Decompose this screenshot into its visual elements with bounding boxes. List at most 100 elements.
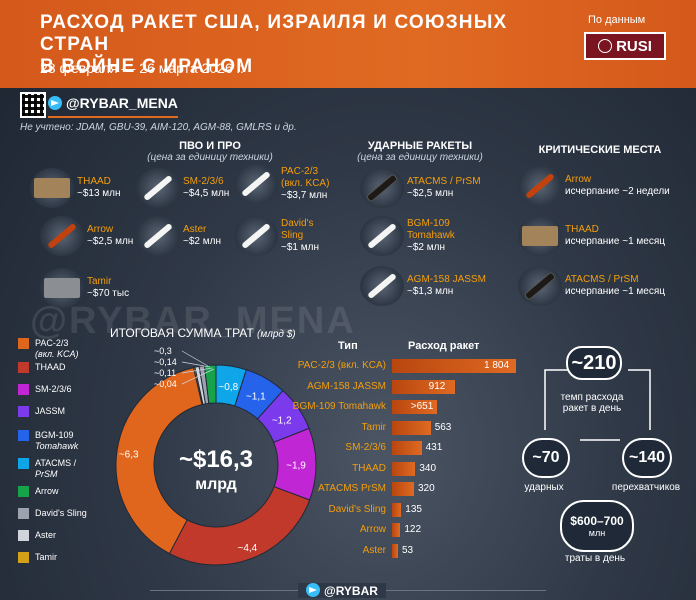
item-price: ~$3,7 млн [281, 190, 328, 201]
legend-name: Aster [35, 530, 57, 540]
legend-swatch [18, 530, 29, 541]
bar-category-label: SM-2/3/6 [345, 442, 386, 453]
bar-value-label: 135 [405, 503, 422, 515]
bar [392, 420, 431, 435]
item-price: ~$2,5 млн [407, 188, 454, 199]
legend-label: JASSM [35, 406, 65, 417]
item-price: ~$70 тыс [87, 288, 130, 299]
legend-swatch [18, 430, 29, 441]
missile-icon [360, 266, 404, 306]
donut-total-unit: млрд [195, 476, 237, 493]
donut-callout-line [181, 368, 215, 385]
exclusion-note: Не учтено: JDAM, GBU-39, AIM-120, AGM-88… [20, 122, 297, 133]
bar-col-type: Тип [338, 340, 358, 352]
legend-swatch [18, 508, 29, 519]
pvo-item-davids-sling: David's Sling ~$1 млн [234, 216, 333, 256]
pvo-item-pac: PAC-2/3 (вкл. KCA) ~$3,7 млн [234, 164, 329, 204]
legend-name: BGM-109 [35, 430, 74, 440]
item-price: ~$1 млн [281, 242, 319, 253]
donut-slice [115, 366, 203, 555]
pvo-item-aster: Aster ~$2 млн [136, 216, 221, 256]
missile-icon [360, 216, 404, 256]
donut-callout-line [181, 350, 209, 367]
bar-category-label: ATACMS PrSM [318, 483, 386, 494]
donut-slice-label: ~4,4 [237, 543, 257, 554]
legend-label: BGM-109 Tomahawk [35, 430, 78, 452]
bar-category-label: BGM-109 Tomahawk [292, 401, 386, 412]
item-price: ~$4,5 млн [183, 188, 230, 199]
pvo-item-tamir: Tamir ~$70 тыс [40, 268, 129, 308]
watermark: @RYBAR_MENA [30, 300, 356, 342]
legend-swatch [18, 384, 29, 395]
brand-handle-text: @RYBAR_MENA [66, 95, 178, 111]
strike-item-tomahawk: BGM-109 Tomahawk ~$2 млн [360, 216, 469, 256]
rate-value-badge: ~210 [566, 346, 622, 380]
spend-per-day-badge: $600–700 млн [560, 500, 634, 552]
legend-item: SM-2/3/6 [18, 384, 72, 395]
missile-icon [234, 216, 278, 256]
page-title: Расход ракет США, Израиля и союзных стра… [40, 12, 560, 78]
donut-callout-label: ~0,04 [154, 379, 177, 389]
bar [392, 461, 416, 476]
critical-item-atacms: ATACMS / PrSM исчерпание ~1 месяц [518, 266, 665, 306]
bar [392, 482, 414, 496]
bar-value-label: 912 [428, 380, 446, 392]
strike-per-day-label: ударных [524, 482, 564, 493]
bar-col-value: Расход ракет [408, 340, 480, 352]
item-name: BGM-109 Tomahawk [407, 218, 455, 241]
donut-title: ИТОГОВАЯ СУММА ТРАТ (млрд $) [110, 326, 296, 340]
bar-value-label: 53 [402, 544, 414, 556]
bar-value-label: 122 [404, 524, 422, 535]
item-name: ATACMS / PrSM [565, 274, 639, 285]
date-range: 28 февраля — 26 марта 2026 г. [40, 60, 244, 76]
tamir-launcher-icon [40, 268, 84, 308]
legend-sub: Tomahawk [35, 441, 79, 451]
interceptor-per-day-badge: ~140 [622, 438, 672, 478]
legend-swatch [18, 406, 29, 417]
item-name: PAC-2/3 [281, 166, 319, 177]
item-status: исчерпание ~1 месяц [565, 236, 665, 247]
bar-category-label: Aster [362, 544, 386, 556]
strike-subtitle: (цена за единицу техники) [357, 152, 483, 163]
donut-callout-label: ~0,14 [154, 357, 177, 367]
legend-swatch [18, 458, 29, 469]
item-name: David's Sling [281, 218, 314, 241]
missile-icon [234, 164, 278, 204]
spend-unit: млн [588, 528, 606, 538]
critical-title: КРИТИЧЕСКИЕ МЕСТА [538, 144, 662, 156]
footer-brand[interactable]: @RYBAR [298, 583, 386, 598]
bar-category-label: Tamir [361, 421, 386, 433]
rate-label: темп расхода ракет в день [552, 392, 632, 414]
legend-item: BGM-109 Tomahawk [18, 430, 78, 452]
source-label: По данным [588, 14, 646, 26]
donut-title-text: ИТОГОВАЯ СУММА ТРАТ [110, 326, 254, 340]
bar-value-label: 1 804 [484, 360, 510, 371]
footer: @RYBAR [0, 582, 696, 600]
header-banner [0, 0, 696, 88]
legend-item: David's Sling [18, 508, 87, 519]
legend-name: David's Sling [35, 508, 87, 518]
pvo-item-arrow: Arrow ~$2,5 млн [40, 216, 133, 256]
bar [392, 359, 516, 373]
item-name: THAAD [565, 224, 599, 235]
item-name: AGM-158 JASSM [407, 274, 486, 285]
bar-value-label: 431 [425, 442, 443, 453]
strike-per-day-badge: ~70 [522, 438, 570, 478]
donut-total-value: ~$16,3 [179, 446, 253, 473]
bar [392, 379, 455, 394]
legend-swatch [18, 338, 29, 349]
donut-slice-label: ~1,9 [286, 460, 306, 471]
item-name: Arrow [87, 224, 114, 235]
item-name: ATACMS / PrSM [407, 176, 481, 187]
brand-handle[interactable]: @RYBAR_MENA [48, 95, 178, 111]
legend-sub: PrSM [35, 469, 58, 479]
legend-name: SM-2/3/6 [35, 384, 72, 394]
stats-connectors [544, 369, 651, 441]
qr-code-icon[interactable] [20, 92, 46, 118]
rate-label-line-2: ракет в день [562, 403, 622, 414]
missile-icon [518, 166, 562, 206]
legend-name: PAC-2/3 [35, 338, 69, 348]
bar [392, 441, 422, 455]
telegram-icon [306, 583, 320, 597]
